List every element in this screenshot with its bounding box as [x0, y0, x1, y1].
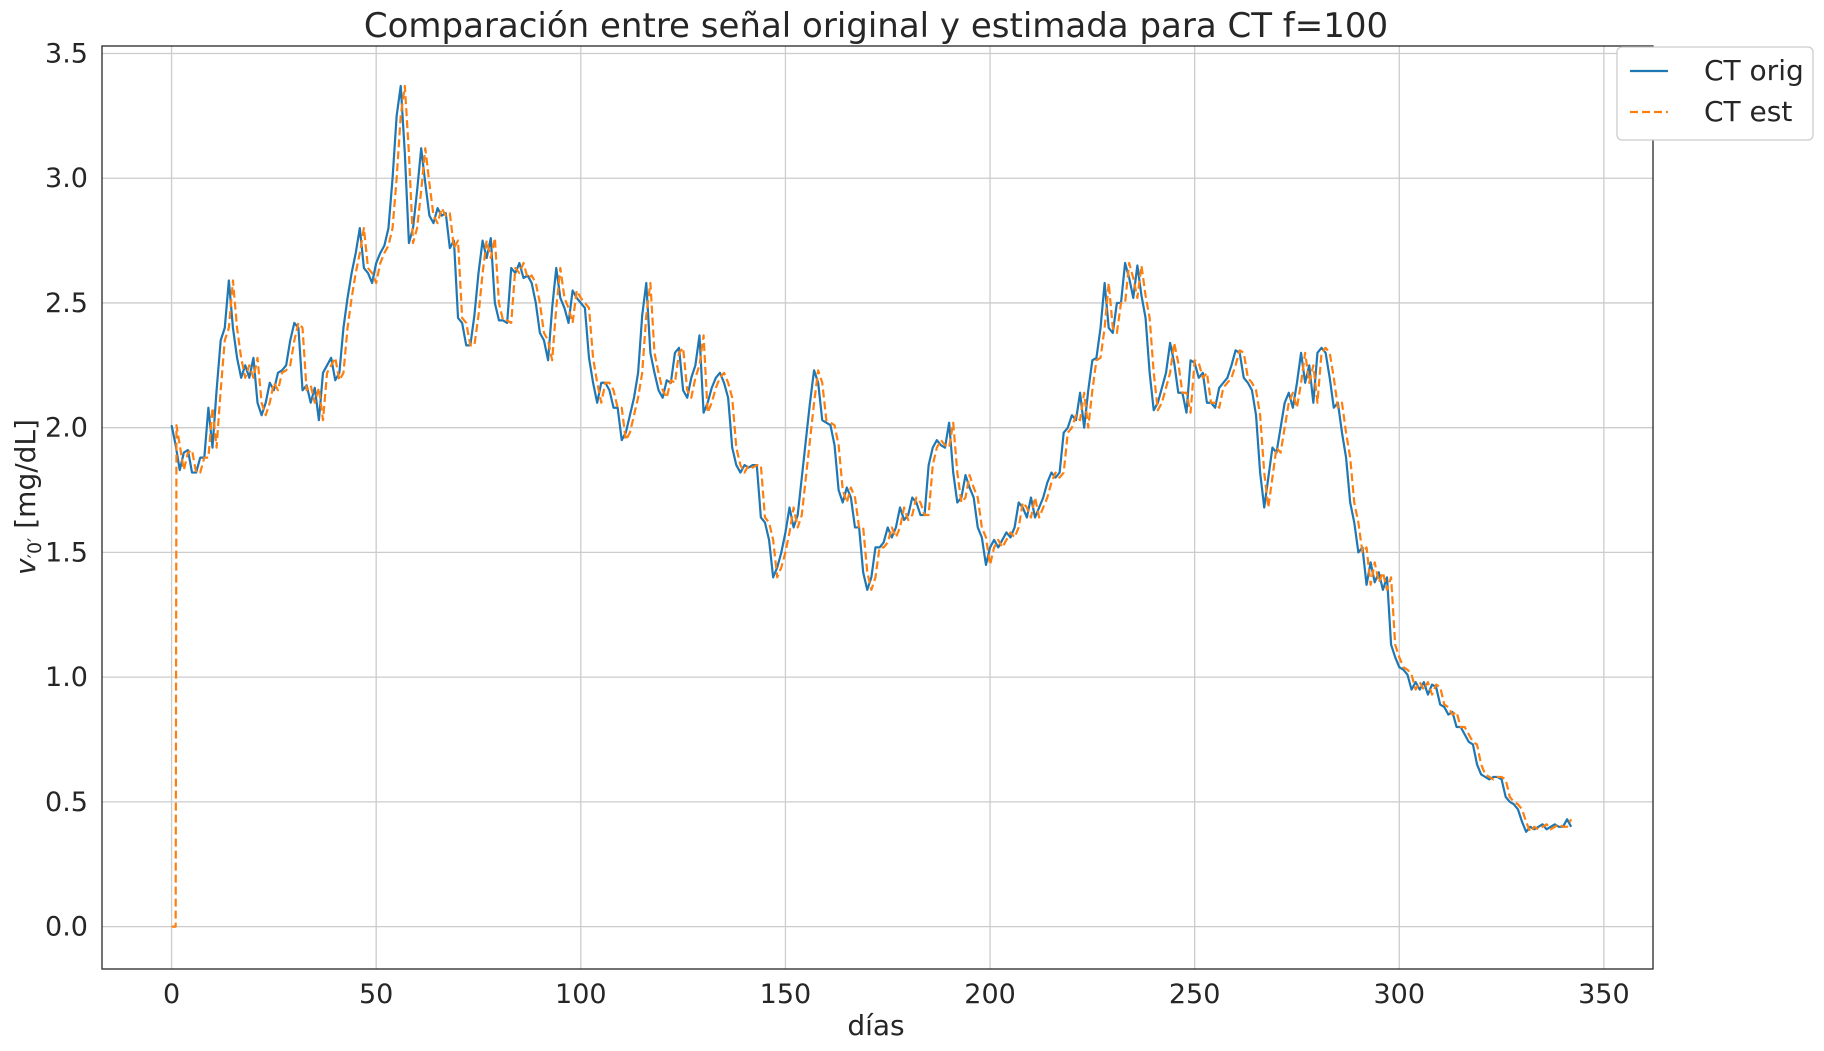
x-tick-label: 0: [163, 979, 180, 1010]
legend: CT orig CT est: [1616, 46, 1814, 141]
y-tick-label: 3.0: [45, 163, 88, 194]
x-tick-labels: 0 50 100 150 200 250 300 350: [163, 979, 1630, 1010]
x-axis-label: días: [847, 1009, 904, 1042]
y-axis-label: v′0′ [mg/dL]: [9, 419, 46, 575]
grid-lines: [102, 46, 1653, 969]
plot-frame: [101, 45, 1654, 970]
y-tick-label: 0.5: [45, 787, 88, 818]
y-tick-label: 3.5: [45, 38, 88, 69]
series-line-ct-orig: [170, 84, 1573, 833]
y-tick-label: 1.5: [45, 537, 88, 568]
legend-label-ct-est: CT est: [1704, 95, 1792, 128]
y-tick-label: 0.0: [45, 912, 88, 943]
chart-title: Comparación entre señal original y estim…: [364, 6, 1388, 46]
x-tick-label: 100: [555, 979, 607, 1010]
y-tick-label: 1.0: [45, 662, 88, 693]
legend-label-ct-orig: CT orig: [1704, 54, 1804, 87]
series-line-ct-est: [171, 84, 1573, 928]
y-axis-label-main: v: [9, 558, 42, 575]
x-tick-label: 300: [1374, 979, 1426, 1010]
x-tick-label: 150: [760, 979, 812, 1010]
y-axis-label-unit: [mg/dL]: [9, 419, 42, 538]
y-tick-labels: 0.0 0.5 1.0 1.5 2.0 2.5 3.0 3.5: [45, 38, 88, 942]
x-tick-label: 200: [964, 979, 1016, 1010]
x-tick-label: 350: [1578, 979, 1630, 1010]
y-axis-label-subscript: ′0′: [24, 538, 46, 559]
x-tick-label: 250: [1169, 979, 1221, 1010]
y-tick-label: 2.0: [45, 413, 88, 444]
series-lines: [170, 84, 1573, 928]
y-tick-label: 2.5: [45, 288, 88, 319]
x-tick-label: 50: [359, 979, 393, 1010]
